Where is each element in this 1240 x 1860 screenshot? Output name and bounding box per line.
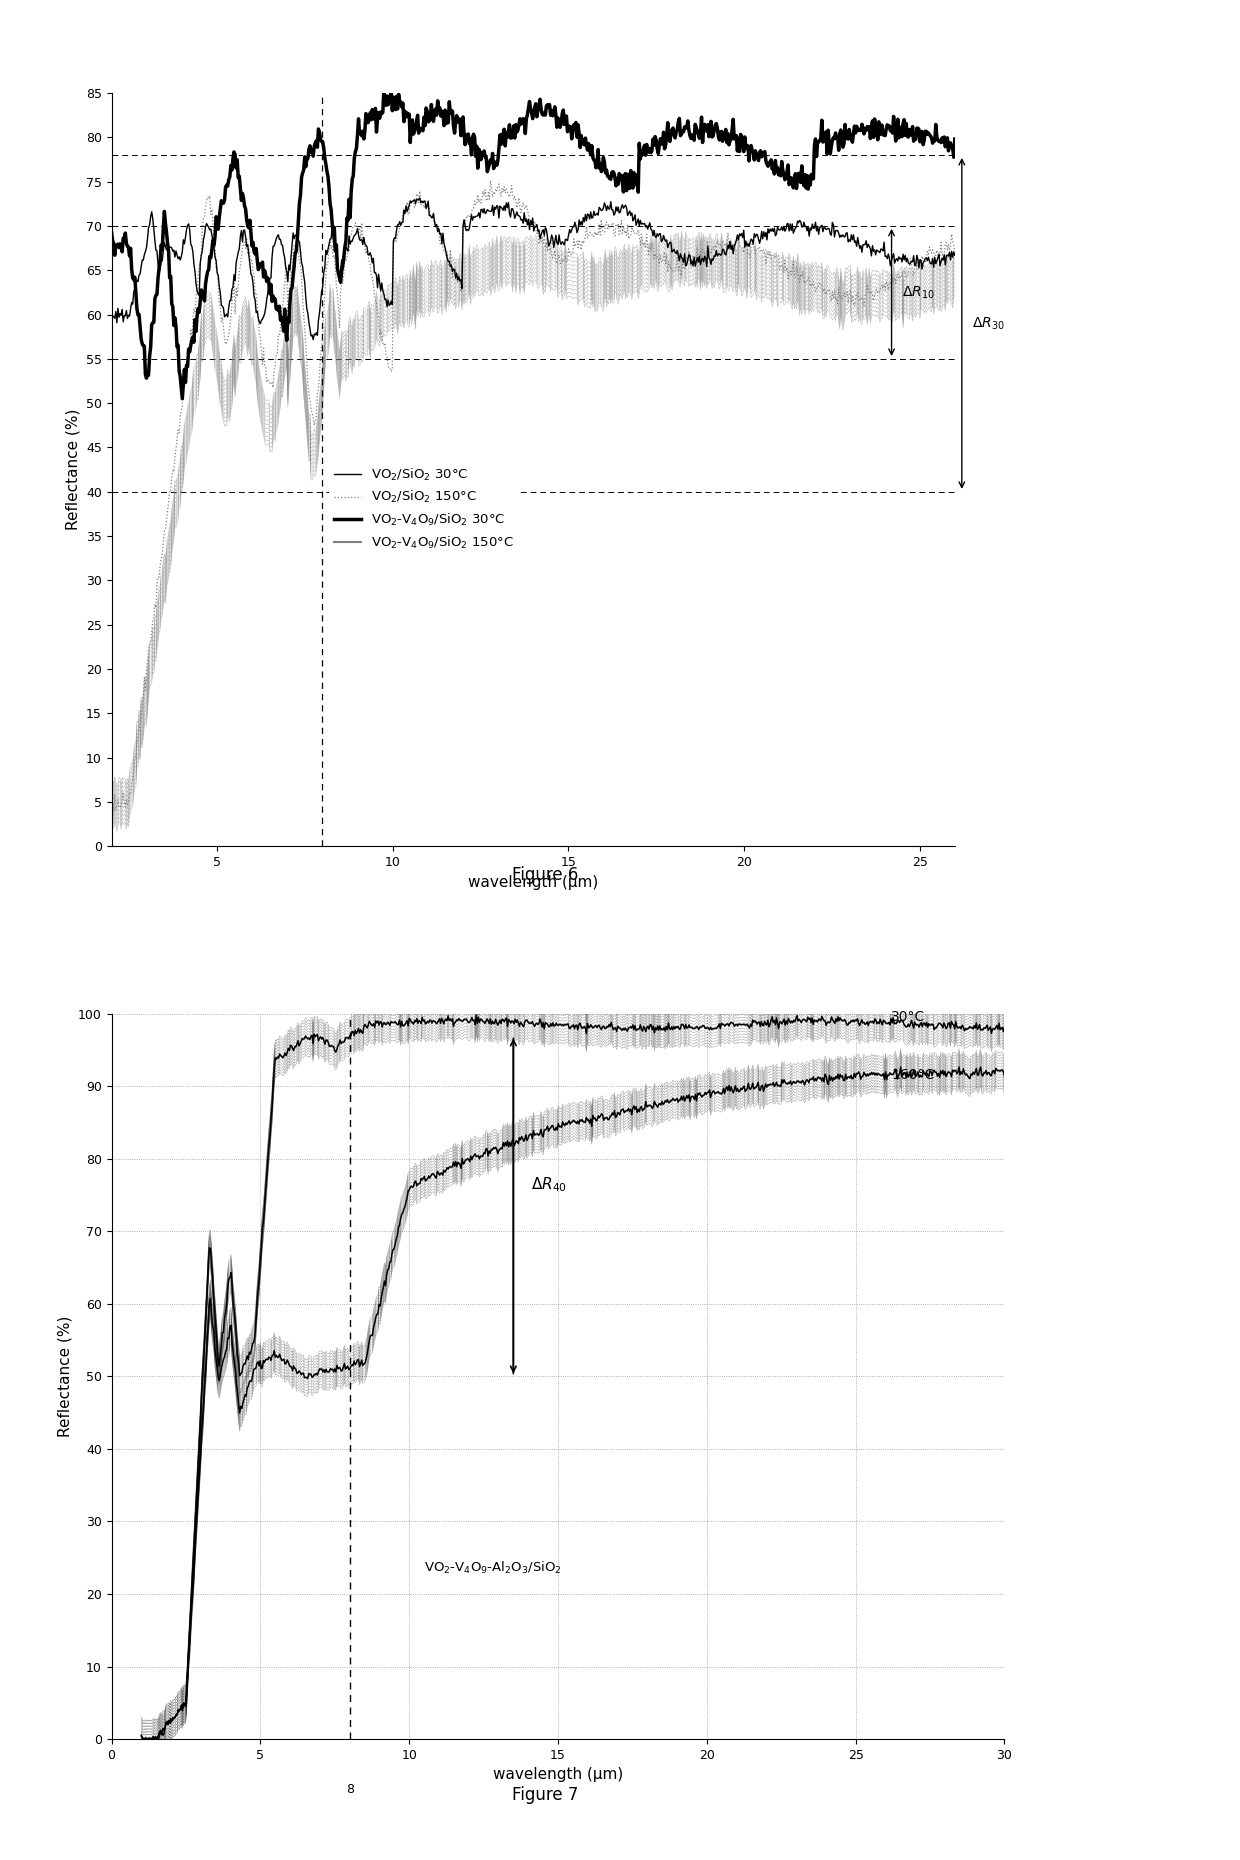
Text: $\Delta R_{30}$: $\Delta R_{30}$ — [972, 314, 1006, 331]
Text: 160°C: 160°C — [892, 1068, 935, 1083]
Y-axis label: Reflectance (%): Reflectance (%) — [57, 1315, 72, 1438]
Text: Figure 7: Figure 7 — [512, 1786, 579, 1804]
X-axis label: wavelength (μm): wavelength (μm) — [467, 874, 599, 889]
Y-axis label: Reflectance (%): Reflectance (%) — [66, 409, 81, 530]
Text: 8: 8 — [346, 1782, 353, 1795]
Text: Figure 6: Figure 6 — [512, 865, 579, 884]
Text: 30°C: 30°C — [892, 1010, 925, 1025]
X-axis label: wavelength (μm): wavelength (μm) — [492, 1767, 624, 1782]
Text: $\Delta R_{40}$: $\Delta R_{40}$ — [531, 1176, 567, 1194]
Text: VO$_2$-V$_4$O$_9$-Al$_2$O$_3$/SiO$_2$: VO$_2$-V$_4$O$_9$-Al$_2$O$_3$/SiO$_2$ — [424, 1561, 562, 1577]
Text: $\Delta R_{10}$: $\Delta R_{10}$ — [903, 285, 935, 301]
Legend: VO$_2$/SiO$_2$ 30°C, VO$_2$/SiO$_2$ 150°C, VO$_2$-V$_4$O$_9$/SiO$_2$ 30°C, VO$_2: VO$_2$/SiO$_2$ 30°C, VO$_2$/SiO$_2$ 150°… — [329, 461, 520, 556]
